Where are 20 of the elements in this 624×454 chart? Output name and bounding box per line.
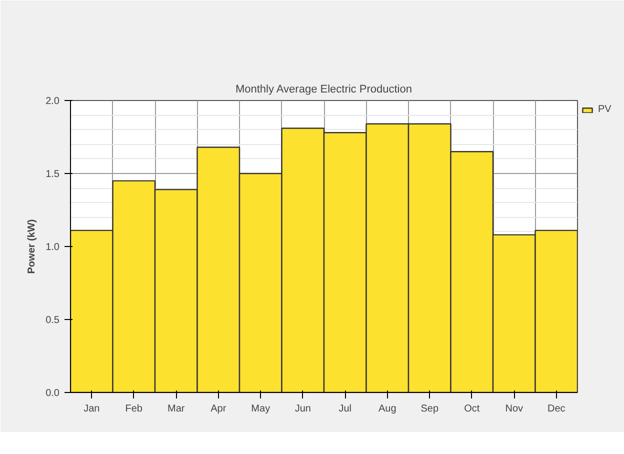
y-tick-label: 2.0 — [46, 96, 60, 107]
y-tick-label: 0.0 — [46, 388, 60, 399]
x-tick-label: Aug — [378, 404, 396, 414]
x-tick-label: Feb — [125, 404, 143, 414]
x-tick-label: Nov — [505, 404, 524, 414]
y-tick-label: 0.5 — [46, 315, 60, 326]
x-tick-label: Jan — [84, 404, 100, 414]
x-tick-label: Dec — [547, 404, 566, 414]
x-tick-label: Oct — [464, 404, 480, 414]
x-tick-label: Jun — [294, 404, 311, 414]
x-tick-label: Mar — [168, 404, 186, 414]
chart-title: Monthly Average Electric Production — [235, 84, 412, 96]
y-tick-label: 1.0 — [46, 242, 60, 253]
y-tick-label: 1.5 — [46, 169, 60, 180]
x-tick-label: May — [251, 404, 270, 414]
x-tick-label: Apr — [210, 404, 227, 414]
legend-label: PV — [598, 104, 612, 115]
x-tick-label: Jul — [338, 404, 352, 414]
y-axis-title: Power (kW) — [26, 219, 38, 274]
x-tick-label: Sep — [420, 404, 439, 414]
